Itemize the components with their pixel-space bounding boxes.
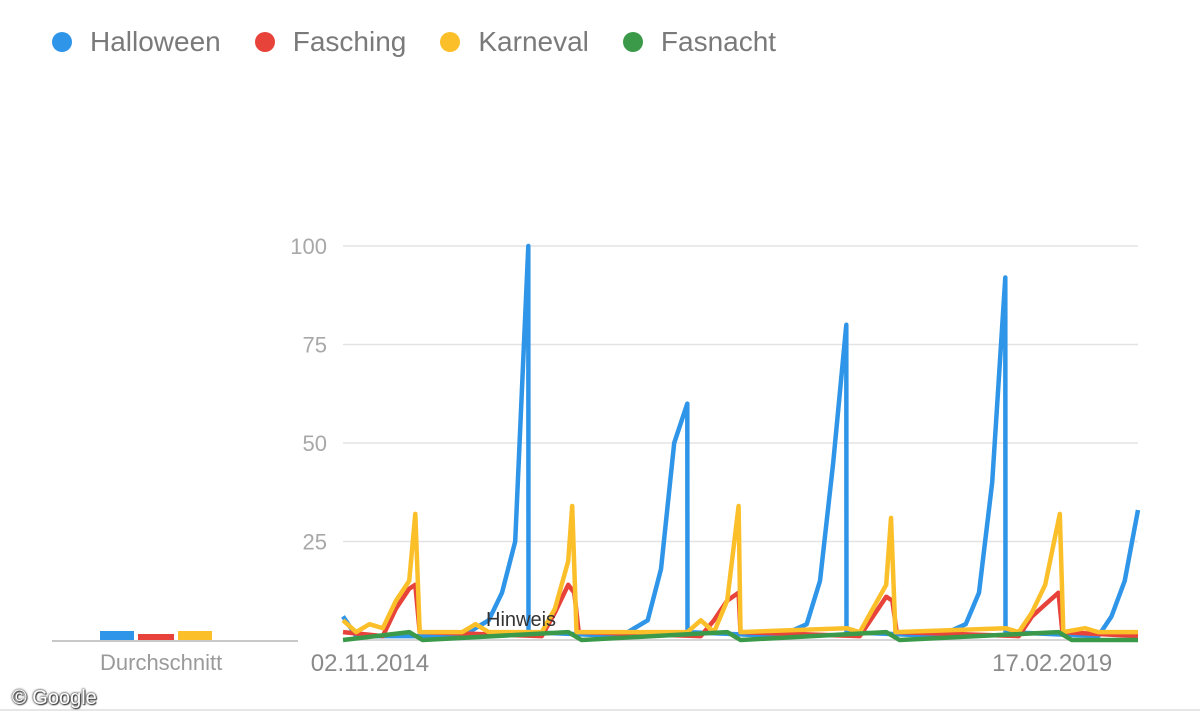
y-tick-label: 100 [290, 234, 327, 259]
x-tick-labels: 02.11.2014 17.02.2019 [311, 650, 1113, 677]
y-tick-label: 25 [303, 530, 327, 555]
legend-label: Karneval [478, 26, 589, 57]
legend-dot-icon [440, 32, 461, 52]
legend-dot-icon [254, 32, 275, 52]
average-bar-halloween[interactable] [100, 631, 134, 640]
footer-divider [0, 709, 1200, 711]
series-lines [341, 243, 1141, 643]
x-tick-label: 02.11.2014 [311, 650, 429, 677]
average-axis-line [52, 640, 298, 642]
y-tick-labels: 25 50 75 100 [290, 234, 327, 555]
y-tick-label: 50 [303, 431, 327, 456]
series-line-karneval[interactable] [341, 503, 1138, 635]
legend-label: Fasnacht [660, 26, 777, 57]
legend-item-fasching[interactable]: Fasching [254, 26, 407, 58]
y-tick-label: 75 [303, 333, 327, 358]
legend-dot-icon [52, 32, 72, 52]
legend-label: Halloween [90, 26, 221, 57]
legend-dot-icon [622, 32, 643, 52]
chart-annotation[interactable]: Hinweis [486, 609, 556, 631]
legend-item-karneval[interactable]: Karneval [440, 26, 589, 58]
x-tick-label: 17.02.2019 [992, 650, 1112, 677]
legend-item-halloween[interactable]: Halloween [52, 26, 221, 58]
chart-legend: Halloween Fasching Karneval Fasnacht [52, 22, 810, 62]
legend-label: Fasching [292, 26, 407, 57]
copyright-notice: © Google [12, 687, 97, 709]
average-label: Durchschnitt [100, 650, 223, 675]
average-bar-karneval[interactable] [178, 631, 212, 640]
series-line-fasnacht[interactable] [342, 629, 1138, 643]
average-bar-fasching[interactable] [138, 634, 174, 640]
legend-item-fasnacht[interactable]: Fasnacht [622, 26, 777, 58]
